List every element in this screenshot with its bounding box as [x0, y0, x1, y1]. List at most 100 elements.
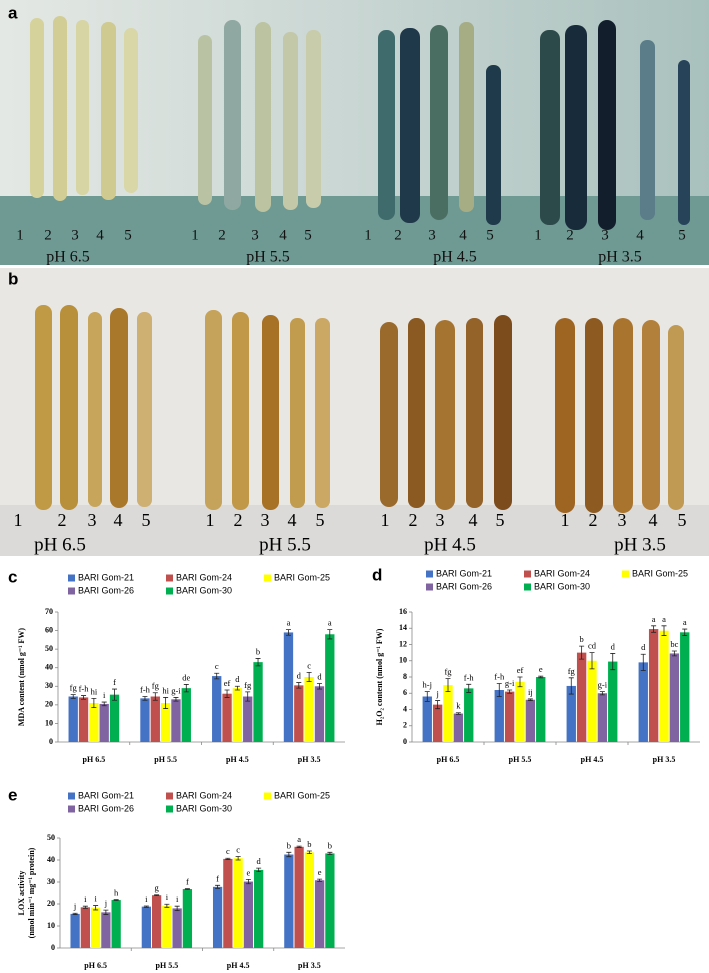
legend-swatch	[264, 792, 271, 800]
leaf-number: 4	[288, 510, 297, 530]
bar	[90, 907, 101, 948]
bar	[151, 895, 162, 948]
significance-letter: g	[154, 883, 159, 893]
legend-swatch	[264, 574, 271, 582]
y-tick-label: 30	[47, 877, 55, 886]
x-tick-label: pH 5.5	[509, 755, 532, 764]
legend-swatch	[166, 792, 173, 800]
y-tick-label: 30	[45, 681, 53, 690]
significance-letter: a	[287, 618, 291, 628]
leaf-number: 2	[58, 510, 67, 530]
significance-letter: bc	[670, 639, 678, 649]
x-tick-label: pH 6.5	[437, 755, 460, 764]
legend-label: BARI Gom-25	[632, 568, 688, 578]
ph-label: pH 6.5	[34, 534, 86, 555]
significance-letter: f	[113, 677, 116, 687]
legend-label: BARI Gom-26	[436, 581, 492, 591]
panel-letter: e	[8, 785, 17, 804]
leaf-number: 4	[279, 227, 287, 243]
x-tick-label: pH 4.5	[227, 961, 250, 970]
error-bar	[455, 712, 461, 715]
significance-letter: fg	[444, 667, 452, 677]
leaf-number: 2	[234, 510, 243, 530]
bar	[172, 908, 182, 948]
significance-letter: g-i	[598, 680, 608, 690]
leaf-number: 1	[381, 510, 390, 530]
error-bar	[286, 851, 292, 858]
bar	[89, 703, 99, 742]
significance-letter: i	[94, 893, 97, 903]
y-tick-label: 12	[399, 639, 407, 648]
bar	[608, 661, 618, 742]
significance-letter: c	[236, 844, 240, 854]
error-bar	[70, 694, 76, 699]
significance-letter: fg	[70, 683, 78, 693]
legend-swatch	[68, 805, 75, 813]
error-bar	[640, 653, 646, 671]
ph-label: pH 5.5	[259, 534, 311, 555]
significance-letter: e	[246, 867, 250, 877]
error-bar	[327, 851, 333, 855]
error-bar	[445, 678, 451, 693]
x-tick-label: pH 3.5	[653, 755, 676, 764]
bar	[233, 858, 243, 948]
error-bar	[215, 884, 221, 889]
significance-letter: i	[166, 892, 169, 902]
y-tick-label: 10	[45, 718, 53, 727]
bar	[101, 912, 111, 948]
leaf-number: 1	[561, 510, 570, 530]
y-tick-label: 14	[399, 623, 407, 632]
bar	[150, 696, 160, 742]
legend-swatch	[524, 570, 531, 578]
significance-letter: i	[103, 690, 106, 700]
bar	[243, 696, 253, 742]
leaf-number: 4	[96, 227, 104, 243]
bar	[304, 852, 315, 948]
error-bar	[496, 683, 502, 697]
bar	[597, 693, 608, 742]
x-tick-label: pH 3.5	[298, 755, 321, 764]
leaf-number: 3	[71, 227, 79, 243]
bar	[638, 662, 648, 742]
error-bar	[538, 675, 544, 679]
legend-label: BARI Gom-21	[78, 790, 134, 800]
leaf-number: 5	[496, 510, 505, 530]
y-tick-label: 50	[45, 644, 53, 653]
leaf-number: 5	[316, 510, 325, 530]
bar	[294, 685, 304, 742]
significance-letter: a	[683, 617, 687, 627]
significance-letter: b	[328, 840, 332, 850]
significance-letter: d	[235, 674, 240, 684]
y-tick-label: 70	[45, 607, 53, 616]
y-tick-label: 8	[403, 672, 407, 681]
error-bar	[671, 650, 677, 657]
bar	[181, 688, 191, 742]
bar	[171, 699, 181, 742]
leaf-number: 5	[486, 227, 494, 243]
leaf-number: 2	[218, 227, 226, 243]
significance-letter: cd	[588, 641, 597, 651]
significance-letter: i	[176, 894, 179, 904]
bar	[315, 880, 325, 948]
significance-letter: i	[145, 894, 148, 904]
legend-swatch	[68, 574, 75, 582]
error-bar	[93, 905, 99, 911]
panel-letter: a	[8, 3, 18, 22]
bar	[283, 632, 294, 742]
bar	[422, 696, 432, 742]
panel-letter: d	[372, 565, 382, 584]
leaf-number: 3	[88, 510, 97, 530]
error-bar	[173, 697, 179, 702]
significance-letter: a	[328, 618, 332, 628]
legend-swatch	[166, 587, 173, 595]
significance-letter: a	[652, 614, 656, 624]
error-bar	[245, 691, 251, 702]
bar	[566, 685, 576, 742]
leaf-number: 3	[261, 510, 270, 530]
x-tick-label: pH 5.5	[154, 755, 177, 764]
error-bar	[235, 856, 241, 861]
bar	[162, 905, 172, 948]
y-axis-label: H₂O₂ content (nmol g⁻¹ FW)	[375, 628, 384, 725]
error-bar	[91, 697, 97, 709]
x-tick-label: pH 3.5	[298, 961, 321, 970]
